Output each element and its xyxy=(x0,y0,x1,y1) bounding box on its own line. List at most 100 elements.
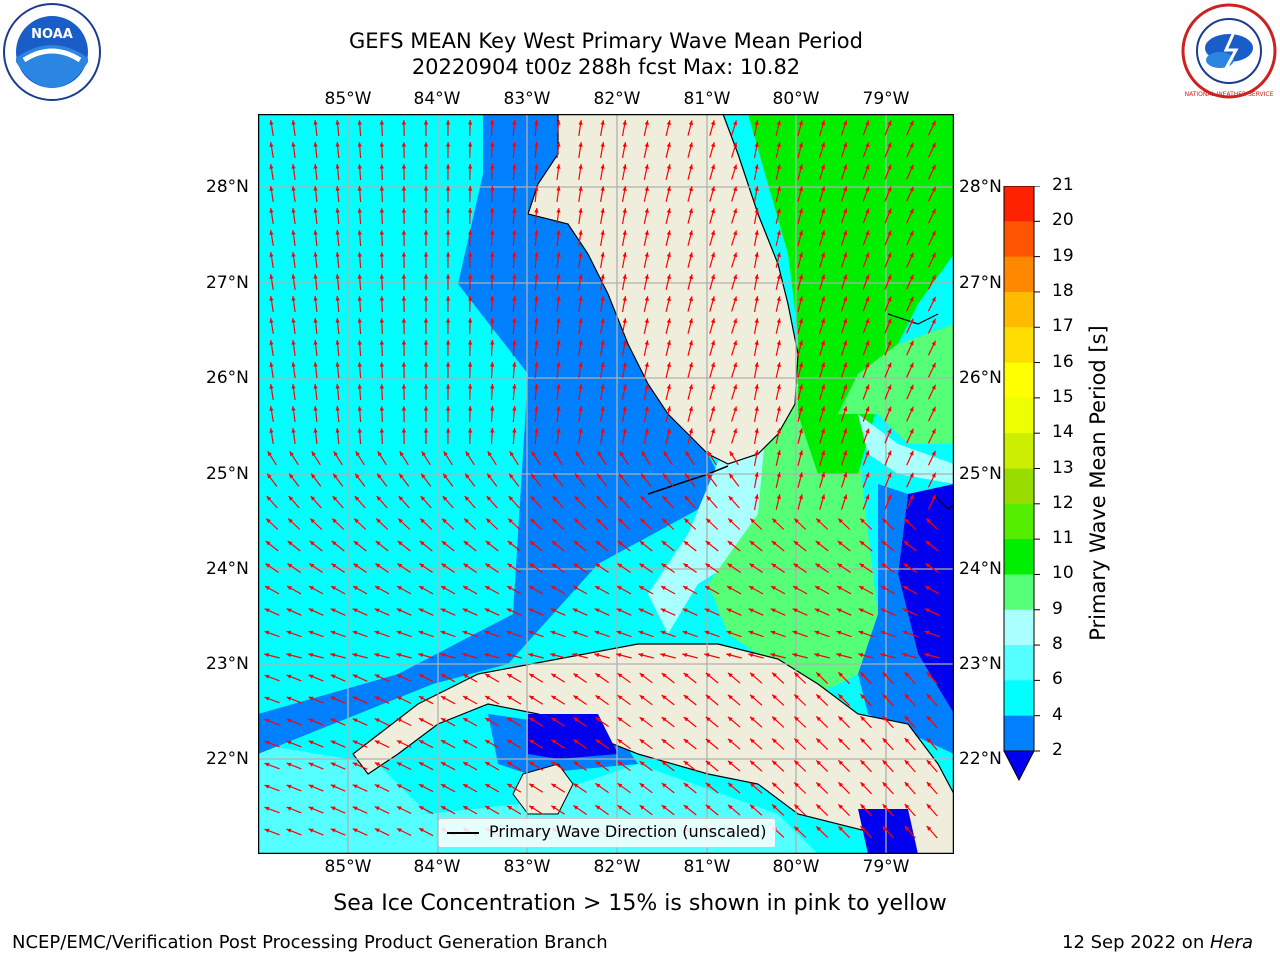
wave-arrow xyxy=(291,384,296,400)
wave-arrow xyxy=(506,717,522,727)
wave-arrow xyxy=(534,339,539,357)
wave-arrow xyxy=(330,608,346,616)
wave-arrow xyxy=(775,340,781,356)
wave-arrow xyxy=(682,608,698,616)
wave-arrow xyxy=(771,804,785,816)
isla-juventud xyxy=(512,763,574,815)
wave-arrow xyxy=(440,761,456,771)
wave-arrow xyxy=(376,495,388,509)
lat-label-left: 28°N xyxy=(206,177,249,197)
wave-arrow xyxy=(621,361,627,379)
wave-arrow xyxy=(595,518,609,530)
lat-label-left: 22°N xyxy=(206,749,249,769)
wave-arrow xyxy=(709,230,716,246)
wave-arrow xyxy=(639,804,653,816)
wave-arrow xyxy=(357,361,362,379)
wave-arrow xyxy=(709,252,716,268)
noaa-logo-text: NOAA xyxy=(31,27,73,42)
footer-left: NCEP/EMC/Verification Post Processing Pr… xyxy=(12,932,608,953)
wave-arrow xyxy=(665,384,671,400)
wave-arrow xyxy=(313,186,318,202)
wave-arrow xyxy=(706,473,718,487)
wave-arrow xyxy=(639,540,653,552)
wave-arrow xyxy=(815,737,829,751)
colorbar-segment xyxy=(1004,645,1034,681)
wave-arrow xyxy=(884,384,892,400)
wave-arrow xyxy=(335,163,340,181)
wave-arrow xyxy=(600,383,605,401)
wave-arrow xyxy=(882,781,894,795)
wave-arrow xyxy=(731,340,738,356)
wave-arrow xyxy=(556,296,561,312)
wave-arrow xyxy=(660,653,676,659)
wave-arrow xyxy=(550,761,566,771)
wave-arrow xyxy=(572,585,588,595)
wave-arrow xyxy=(687,208,693,224)
wave-arrow xyxy=(401,207,407,225)
wave-arrow xyxy=(269,406,274,422)
wave-arrow xyxy=(291,362,296,378)
wave-arrow xyxy=(374,653,390,659)
wave-arrow xyxy=(331,540,345,552)
colorbar-tick-label: 9 xyxy=(1052,598,1063,619)
wave-arrow xyxy=(770,608,786,616)
wave-arrow xyxy=(440,717,456,727)
wave-arrow xyxy=(490,251,495,269)
wave-arrow xyxy=(926,693,938,707)
wave-arrow xyxy=(665,428,671,444)
wave-arrow xyxy=(595,540,609,552)
wave-arrow xyxy=(617,738,631,750)
wave-arrow xyxy=(862,384,870,400)
wave-arrow xyxy=(618,495,630,509)
lon-label-top: 79°W xyxy=(862,89,910,109)
colorbar-tick-label: 6 xyxy=(1052,669,1063,690)
wave-arrow xyxy=(753,229,759,247)
wave-arrow xyxy=(330,696,346,704)
noaa-logo: NOAA xyxy=(2,2,102,102)
wave-arrow xyxy=(906,296,914,312)
wave-arrow xyxy=(485,540,499,552)
wave-arrow xyxy=(819,274,826,290)
wave-arrow xyxy=(357,251,362,269)
wave-arrow xyxy=(753,361,759,379)
wave-arrow xyxy=(374,828,390,836)
wave-arrow xyxy=(313,318,318,334)
wave-arrow xyxy=(484,761,500,771)
wave-arrow xyxy=(775,428,781,444)
wave-arrow xyxy=(860,693,872,707)
wave-arrow xyxy=(507,563,521,573)
wave-arrow xyxy=(490,295,495,313)
wave-arrow xyxy=(665,164,671,180)
wave-arrow xyxy=(906,164,914,180)
wave-arrow xyxy=(862,208,870,224)
wave-arrow xyxy=(862,186,870,202)
wave-arrow xyxy=(771,782,785,794)
wave-arrow xyxy=(775,120,781,136)
legend-label: Primary Wave Direction (unscaled) xyxy=(489,822,767,841)
wave-arrow xyxy=(819,164,826,180)
wave-arrow xyxy=(445,405,451,423)
wave-arrow xyxy=(643,142,649,158)
wave-arrow xyxy=(468,383,473,401)
wave-arrow xyxy=(534,295,539,313)
wave-arrow xyxy=(490,317,495,335)
wave-arrow xyxy=(269,296,274,312)
wave-arrow xyxy=(556,142,561,158)
wave-arrow xyxy=(445,163,451,181)
wave-arrow xyxy=(704,653,720,659)
wave-arrow xyxy=(621,251,627,269)
wave-arrow xyxy=(352,784,368,792)
wave-arrow xyxy=(353,518,367,530)
wave-arrow xyxy=(793,540,807,552)
wave-arrow xyxy=(726,608,742,616)
wave-arrow xyxy=(727,782,741,794)
wave-arrow xyxy=(490,383,495,401)
wave-arrow xyxy=(309,518,323,530)
wave-arrow xyxy=(661,694,675,706)
colorbar-segment xyxy=(1004,574,1034,611)
wave-arrow xyxy=(815,671,829,685)
wave-arrow xyxy=(401,383,407,401)
wave-arrow xyxy=(308,674,324,682)
wave-arrow xyxy=(507,540,521,552)
wave-arrow xyxy=(639,782,653,794)
